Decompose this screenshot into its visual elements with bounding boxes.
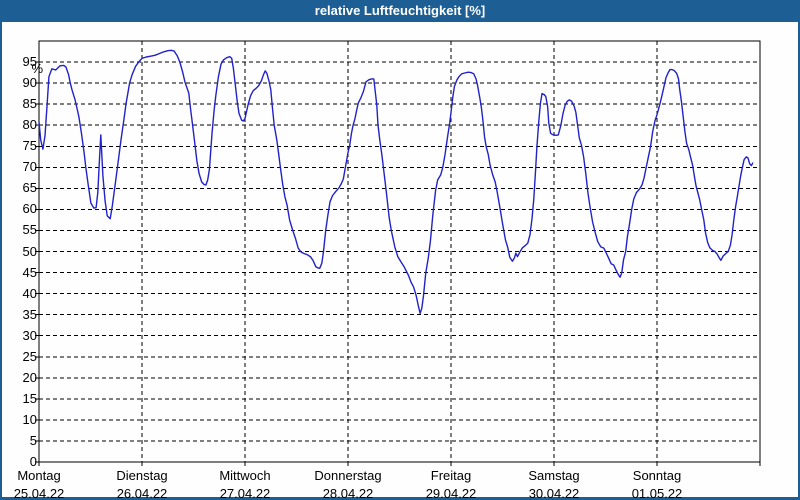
x-axis-label: Sonntag 01.05.22 — [602, 468, 712, 500]
x-date-label: 27.04.22 — [219, 486, 271, 500]
y-tick-label: 40 — [22, 285, 37, 301]
title-bar[interactable]: relative Luftfeuchtigkeit [%] — [0, 0, 800, 22]
x-day-label: Mittwoch — [219, 468, 271, 483]
x-axis-label: Freitag 29.04.22 — [396, 468, 506, 500]
y-tick-label: 50 — [22, 243, 37, 259]
y-tick-label: 85 — [22, 96, 37, 112]
x-date-label: 28.04.22 — [322, 486, 374, 500]
y-tick-label: 45 — [22, 264, 37, 280]
x-day-label: Donnerstag — [314, 468, 382, 483]
y-tick-label: 70 — [22, 159, 37, 175]
y-tick-label: 55 — [22, 222, 37, 238]
x-day-label: Dienstag — [116, 468, 168, 483]
x-date-label: 30.04.22 — [528, 486, 580, 500]
window-title: relative Luftfeuchtigkeit [%] — [314, 3, 486, 18]
y-tick-label: 60 — [22, 201, 37, 217]
y-tick-label: 30 — [22, 327, 37, 343]
x-day-label: Samstag — [528, 468, 580, 483]
x-axis-label: Dienstag 26.04.22 — [87, 468, 197, 500]
y-tick-label: 75 — [22, 138, 37, 154]
x-date-label: 29.04.22 — [425, 486, 477, 500]
x-date-label: 26.04.22 — [116, 486, 168, 500]
x-day-label: Montag — [17, 468, 61, 483]
x-axis-label: Mittwoch 27.04.22 — [190, 468, 300, 500]
x-day-label: Freitag — [430, 468, 472, 483]
humidity-line — [38, 49, 754, 315]
y-tick-label: 95 — [22, 54, 37, 70]
y-tick-label: 5 — [29, 432, 37, 448]
y-tick-label: 35 — [22, 306, 37, 322]
y-tick-label: 65 — [22, 180, 37, 196]
y-tick-label: 20 — [22, 369, 37, 385]
y-tick-label: 80 — [22, 117, 37, 133]
x-axis-label: Donnerstag 28.04.22 — [293, 468, 403, 500]
x-axis-label: Samstag 30.04.22 — [499, 468, 609, 500]
x-date-label: 25.04.22 — [13, 486, 65, 500]
x-date-label: 01.05.22 — [631, 486, 683, 500]
x-axis-label: Montag 25.04.22 — [0, 468, 94, 500]
y-tick-label: 25 — [22, 348, 37, 364]
y-tick-label: 90 — [22, 75, 37, 91]
y-tick-label: 0 — [29, 454, 37, 469]
x-day-label: Sonntag — [632, 468, 682, 483]
y-tick-label: 10 — [22, 411, 37, 427]
plot-frame — [38, 40, 761, 463]
y-tick-label: 15 — [22, 390, 37, 406]
y-axis-unit-label: % — [31, 61, 43, 76]
